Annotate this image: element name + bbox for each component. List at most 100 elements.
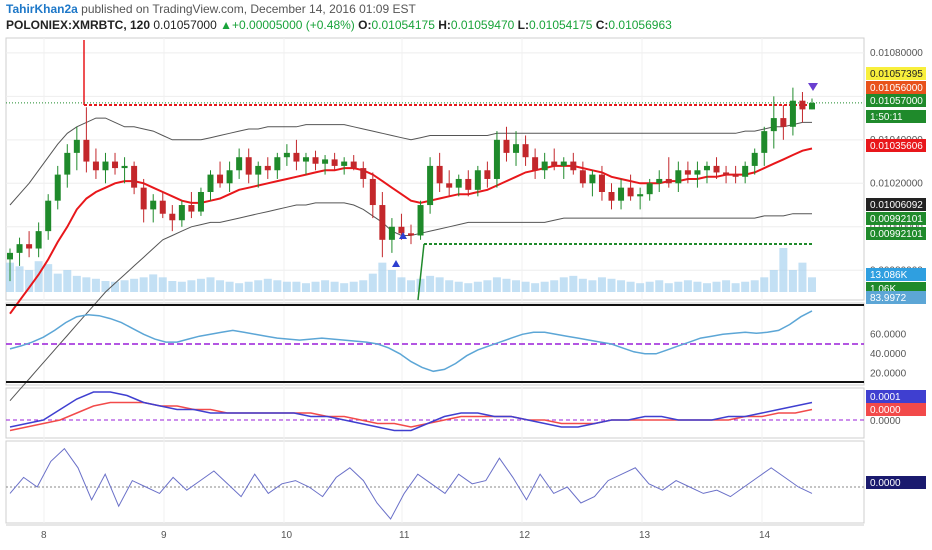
price-tag-bg [866,139,926,152]
volume-bar [445,280,454,292]
price-tags: 0.01057395 0.01056000 0.01057000 1:50:11 0.0… [866,67,926,489]
volume-bar [521,281,530,292]
volume-bar [473,281,482,292]
volume-bar [263,278,272,292]
candle-body [45,200,52,232]
candle-body [92,161,99,171]
candle-body [264,165,271,171]
last-price: 0.01057000 [153,18,217,32]
volume-bar [407,280,415,292]
volume-bar [120,280,129,292]
candle-body [159,200,166,214]
price-tag: 0.01056000 [870,83,923,94]
candle-body [112,161,119,169]
volume-bar [550,280,559,292]
volume-bar [340,283,349,292]
volume-bar [321,280,330,292]
time-tick-label: 11 [399,530,410,541]
candle-body [73,139,80,153]
price-tag: 13.086K [870,270,908,281]
candle-body [665,178,672,184]
volume-bar [683,280,692,292]
volume-bar [636,283,645,292]
candle-body [369,178,376,206]
price-tag-bg [866,268,926,281]
volume-bar [588,280,597,292]
candle-body [742,165,749,177]
volume-bar [53,273,62,292]
volume-bar [664,283,673,292]
candle-body [312,157,319,164]
candle-body [255,165,262,175]
price-tag-bg [866,212,926,225]
volume-bar [540,281,549,292]
symbol-label[interactable]: POLONIEX:XMRBTC, 120 [6,18,151,32]
candle-body [322,159,329,164]
candle-body [780,118,787,127]
macd-tag-bg [866,390,926,403]
volume-bar [82,277,91,292]
candle-body [379,205,386,240]
volume-bar [282,281,291,292]
oscillator-tag: 0.0000 [870,478,901,489]
close-label: C: [595,18,609,32]
price-tick-label: 0.01020000 [870,178,923,189]
volume-bar [187,280,196,292]
volume-bar [196,278,205,292]
sub-indicators [6,304,864,520]
time-tick-label: 14 [759,530,771,541]
candle-body [226,170,233,184]
candle-body [341,161,348,166]
volume-bar [330,281,339,292]
candle-body [140,187,147,210]
volume-bar [34,261,43,292]
volume-bar [569,275,578,292]
volume-bar [206,277,215,292]
volume-bar [597,277,606,292]
macd-tick-label: 0.0000 [870,416,901,427]
oscillator-tag-bg [866,476,926,489]
candle-body [694,170,701,175]
volume-bar [454,281,463,292]
price-tag: 0.01057395 [870,69,923,80]
candle-body [465,178,472,190]
sell-marker-icon [808,83,818,91]
time-tick-label: 13 [639,530,651,541]
volume-bar [492,277,501,292]
volume-bar [15,266,24,292]
candle-body [446,183,453,188]
price-pane[interactable] [5,37,865,301]
candle-body [102,161,109,171]
buy-marker-icon [399,232,407,239]
volume-bar [397,277,406,292]
oscillator-pane[interactable] [5,440,865,524]
buy-marker-icon [392,260,400,267]
macd-pane[interactable] [5,387,865,439]
candle-body [331,159,338,166]
volume-bar [378,262,387,292]
volume-bar [225,281,234,292]
volume-bar [301,283,310,292]
price-tag-bg [866,110,926,123]
candle-body [484,170,491,179]
candle-body [293,152,300,162]
candle-body [236,157,243,171]
volume-bar [101,281,110,292]
rsi-tick-label: 20.0000 [870,368,907,379]
high-label: H: [438,18,451,32]
candle-body [723,172,730,175]
rsi-line [9,310,813,373]
candle-body [245,157,252,175]
candle-body [274,157,281,171]
candle-body [703,165,710,171]
volume-bar [368,273,377,292]
candle-body [436,165,443,184]
candle-body [522,144,529,158]
author-link[interactable]: TahirKhan2a [6,2,78,16]
low-value: 0.01054175 [528,18,593,32]
candle-body [427,165,434,206]
volume-bar [426,275,435,292]
candle-body [121,165,128,169]
volume-bar [788,270,797,292]
